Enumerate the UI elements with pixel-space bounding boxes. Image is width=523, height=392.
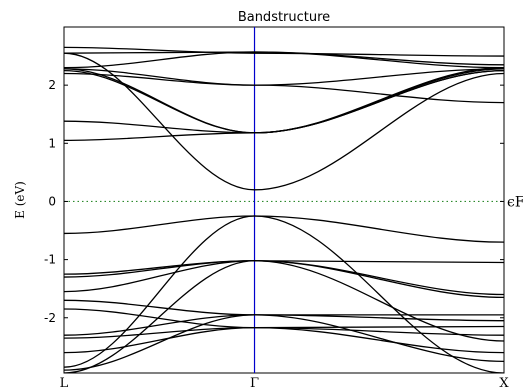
y-tick-label: -2: [44, 311, 56, 325]
band-line-13: [64, 260, 504, 299]
band-line-21: [64, 308, 504, 336]
fermi-level-label: ϵF: [507, 194, 523, 210]
y-tick-label: 0: [48, 194, 56, 208]
band-line-15: [64, 299, 504, 316]
chart-title: Bandstructure: [238, 10, 330, 25]
x-tick-label: Γ: [250, 376, 259, 391]
y-tick-label: -1: [44, 253, 56, 267]
band-line-2: [64, 51, 504, 69]
band-line-8: [64, 52, 504, 191]
y-axis-label: E (eV): [13, 181, 27, 219]
axes-frame: [63, 26, 505, 374]
y-tick-label: 2: [48, 78, 56, 92]
band-line-1: [64, 51, 504, 69]
band-line-19: [64, 215, 504, 373]
y-tick-label: 1: [48, 136, 56, 150]
band-line-20: [64, 260, 504, 373]
band-line-14: [64, 260, 504, 296]
band-line-11: [64, 215, 504, 243]
x-tick-label: X: [499, 376, 509, 391]
band-line-10: [64, 72, 504, 104]
band-line-9: [64, 46, 504, 57]
band-line-6: [64, 68, 504, 142]
x-tick-label: L: [60, 376, 69, 391]
band-line-18: [64, 326, 504, 354]
band-line-7: [64, 68, 504, 134]
band-line-22: [64, 314, 504, 371]
